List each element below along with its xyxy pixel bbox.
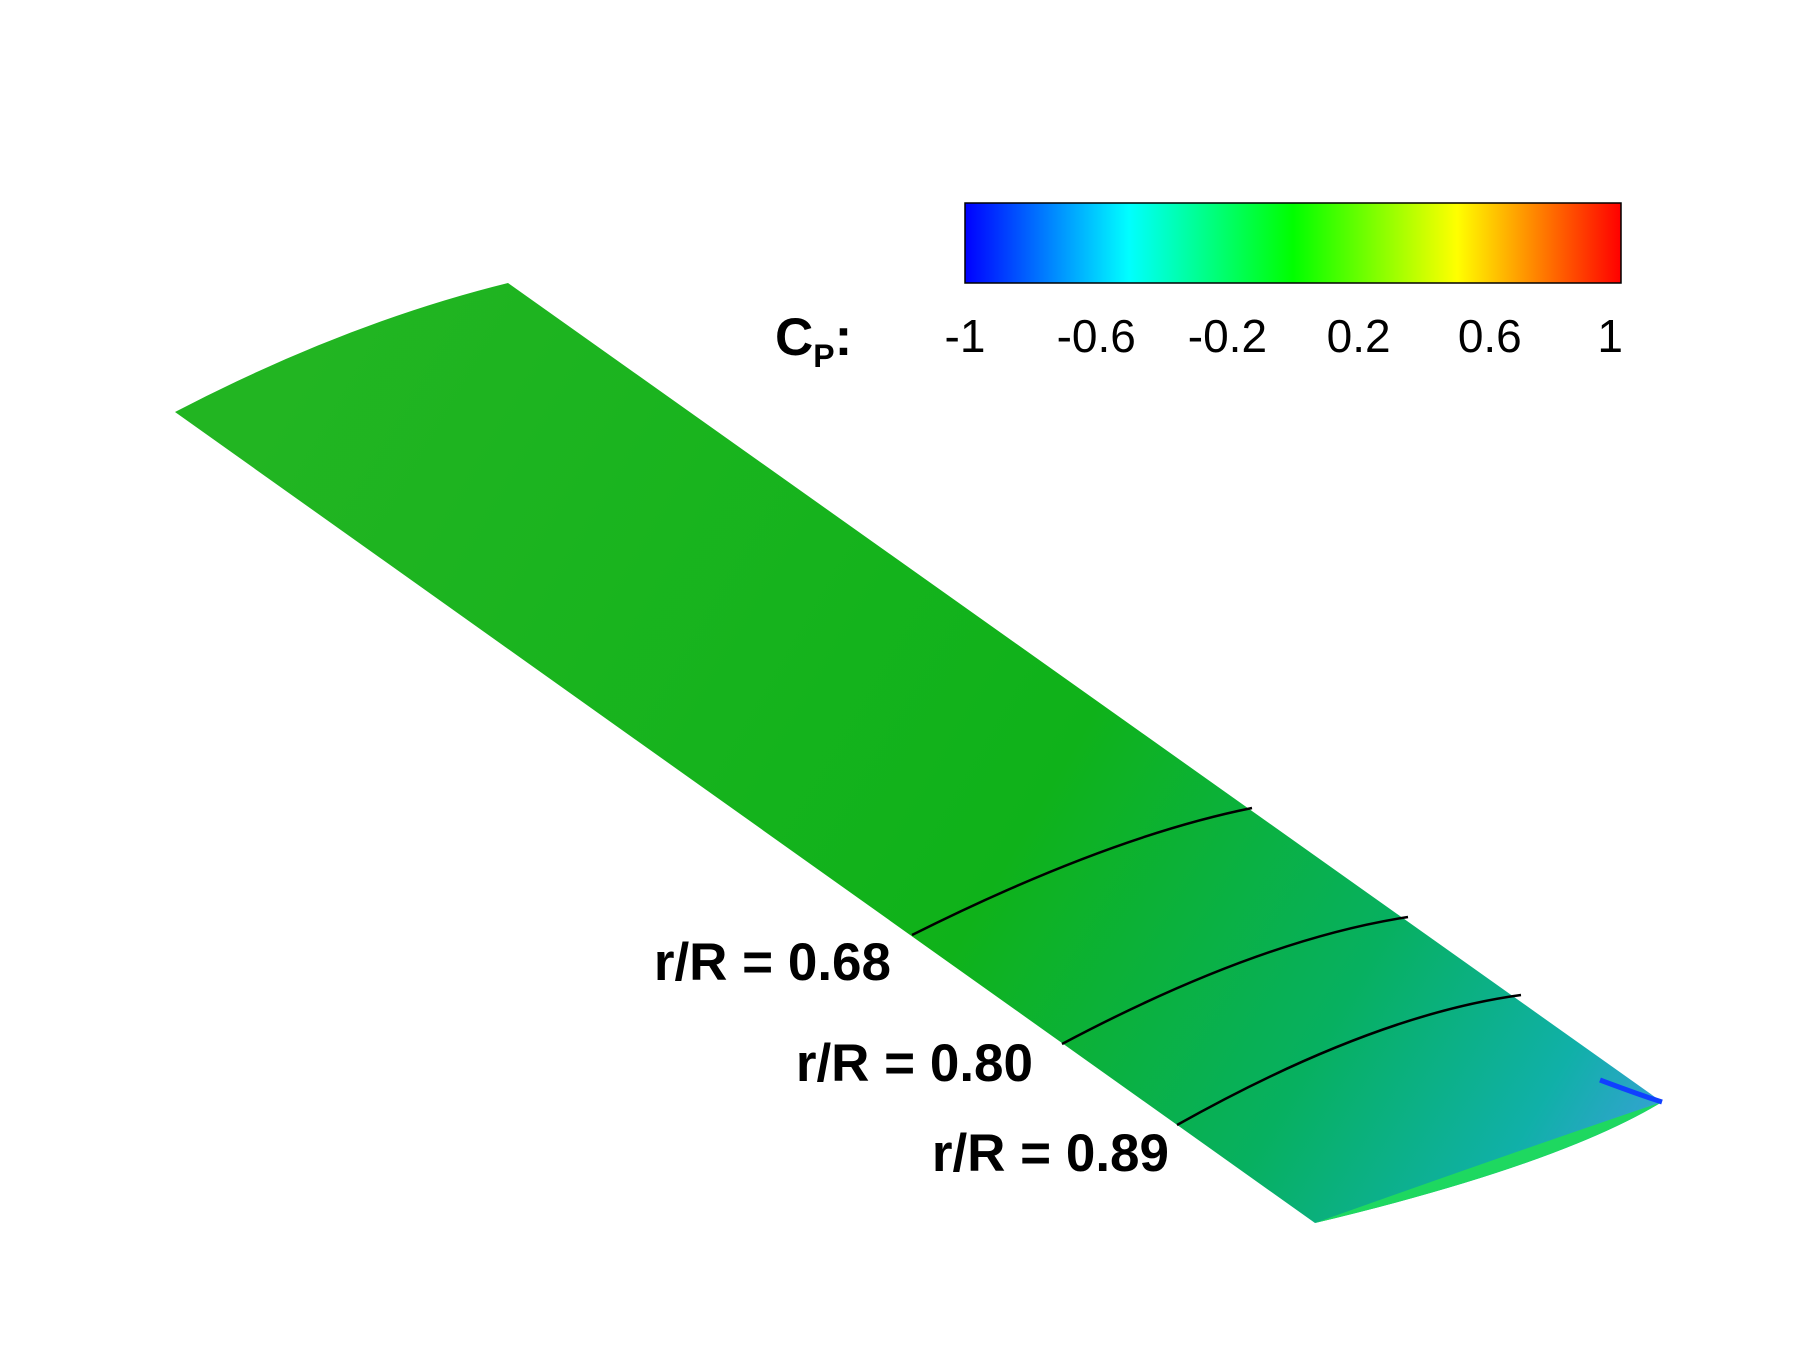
section-label: r/R = 0.68 — [654, 933, 891, 992]
blade-surface — [175, 283, 1662, 1223]
section-line — [1061, 915, 1409, 1046]
colorbar-tick-label: -1 — [945, 310, 986, 362]
colorbar-title-main: C — [775, 308, 813, 367]
colorbar-tick-label: 0.6 — [1458, 310, 1522, 362]
colorbar — [964, 202, 1622, 284]
section-label: r/R = 0.89 — [932, 1124, 1169, 1183]
section-line — [1176, 993, 1522, 1127]
colorbar-tick-label: 1 — [1597, 310, 1623, 362]
colorbar-tick-label: -0.6 — [1057, 310, 1136, 362]
colorbar-tick-label: 0.2 — [1327, 310, 1391, 362]
colorbar-title: CP: — [775, 308, 852, 374]
section-line — [911, 806, 1253, 937]
colorbar-title-subscript: P — [813, 338, 834, 374]
section-label: r/R = 0.80 — [796, 1034, 1033, 1093]
tip-edge — [1599, 1077, 1663, 1105]
colorbar-title-suffix: : — [835, 308, 853, 367]
blade-tip — [1315, 1102, 1662, 1223]
colorbar-tick-label: -0.2 — [1188, 310, 1267, 362]
